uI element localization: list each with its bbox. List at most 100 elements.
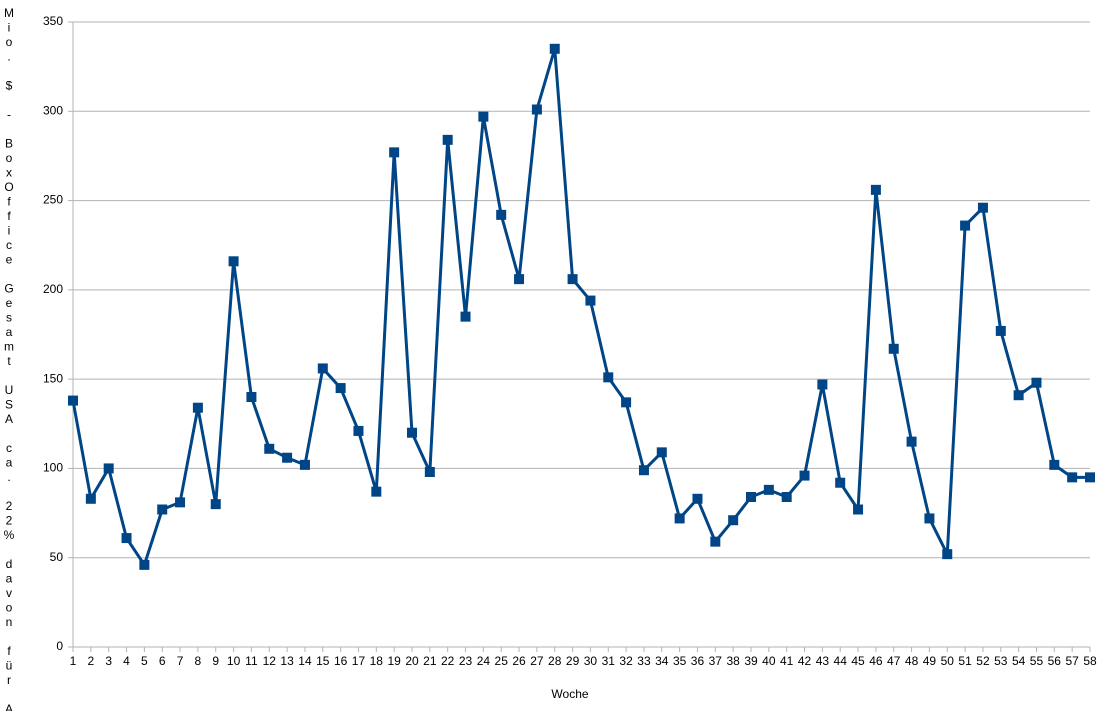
marker xyxy=(246,392,257,402)
marker xyxy=(621,397,632,408)
y-tick-label: 0 xyxy=(56,639,63,653)
x-tick-label: 23 xyxy=(459,654,473,668)
marker xyxy=(228,256,239,267)
x-tick-label: 15 xyxy=(316,654,330,668)
x-tick-label: 54 xyxy=(1012,654,1026,668)
y-tick-label: 100 xyxy=(43,461,63,475)
x-tick-label: 19 xyxy=(387,654,401,668)
marker xyxy=(407,427,417,438)
x-tick-label: 17 xyxy=(352,654,366,668)
y-axis-label: Mio. $ - BoxOffice Gesamt USA ca. 22% da… xyxy=(2,6,16,711)
marker xyxy=(781,492,792,502)
x-tick-label: 33 xyxy=(637,654,651,668)
x-tick-label: 35 xyxy=(673,654,687,668)
marker xyxy=(371,486,382,497)
y-tick-label: 300 xyxy=(43,103,63,117)
marker xyxy=(175,497,186,508)
x-tick-label: 45 xyxy=(851,654,865,668)
x-tick-label: 26 xyxy=(512,654,526,668)
marker xyxy=(514,274,525,285)
marker xyxy=(264,443,275,454)
x-tick-label: 53 xyxy=(994,654,1008,668)
marker xyxy=(728,515,739,526)
marker xyxy=(656,447,667,458)
x-tick-label: 55 xyxy=(1030,654,1044,668)
x-tick-label: 56 xyxy=(1048,654,1062,668)
x-tick-label: 28 xyxy=(548,654,562,668)
series-line xyxy=(71,47,1090,567)
marker xyxy=(335,383,346,394)
x-tick-label: 36 xyxy=(691,654,705,668)
marker xyxy=(424,467,435,477)
marker xyxy=(977,202,988,213)
x-tick-label: 58 xyxy=(1083,654,1097,668)
marker xyxy=(995,325,1006,336)
x-tick-label: 6 xyxy=(159,654,166,668)
marker xyxy=(299,459,310,470)
x-tick-label: 20 xyxy=(405,654,419,668)
marker xyxy=(1031,377,1042,388)
x-tick-label: 51 xyxy=(958,654,972,668)
marker xyxy=(531,104,542,115)
marker xyxy=(460,311,471,322)
x-tick-label: 46 xyxy=(869,654,883,668)
marker xyxy=(389,147,400,158)
x-tick-label: 43 xyxy=(816,654,830,668)
marker xyxy=(317,363,328,374)
marker xyxy=(746,492,756,502)
marker xyxy=(549,43,560,54)
x-tick-label: 7 xyxy=(177,654,184,668)
x-tick-label: 48 xyxy=(905,654,919,668)
marker xyxy=(353,425,364,436)
marker xyxy=(674,513,685,524)
x-tick-label: 21 xyxy=(423,654,437,668)
x-tick-label: 50 xyxy=(941,654,955,668)
x-tick-label: 16 xyxy=(334,654,348,668)
x-tick-label: 5 xyxy=(141,654,148,668)
x-tick-label: 2 xyxy=(87,654,94,668)
marker xyxy=(942,549,953,560)
x-tick-label: 13 xyxy=(280,654,294,668)
x-tick-label: 31 xyxy=(602,654,616,668)
x-tick-label: 10 xyxy=(227,654,241,668)
marker xyxy=(888,343,899,354)
x-tick-label: 42 xyxy=(798,654,812,668)
x-tick-label: 57 xyxy=(1065,654,1079,668)
marker xyxy=(870,184,881,195)
marker xyxy=(763,484,774,495)
marker xyxy=(139,559,150,570)
marker xyxy=(817,379,828,390)
marker xyxy=(478,111,489,122)
x-tick-label: 14 xyxy=(298,654,312,668)
x-tick-label: 4 xyxy=(123,654,130,668)
x-tick-label: 47 xyxy=(887,654,901,668)
marker xyxy=(924,513,935,524)
x-tick-label: 49 xyxy=(923,654,937,668)
marker xyxy=(692,493,703,504)
marker xyxy=(799,470,810,481)
x-tick-label: 38 xyxy=(726,654,740,668)
marker xyxy=(85,493,96,504)
marker xyxy=(603,372,614,383)
y-tick-label: 200 xyxy=(43,282,63,296)
x-axis-label: Woche xyxy=(551,687,588,701)
marker xyxy=(585,295,596,306)
x-tick-label: 32 xyxy=(619,654,633,668)
marker xyxy=(567,274,578,285)
x-tick-label: 1 xyxy=(70,654,77,668)
marker xyxy=(853,504,864,515)
x-tick-label: 40 xyxy=(762,654,776,668)
x-tick-label: 25 xyxy=(495,654,509,668)
marker xyxy=(68,395,78,406)
y-tick-label: 250 xyxy=(43,193,63,207)
marker xyxy=(442,134,453,145)
marker xyxy=(835,477,846,488)
y-tick-label: 50 xyxy=(50,550,64,564)
marker xyxy=(121,533,132,544)
x-tick-label: 22 xyxy=(441,654,455,668)
x-tick-label: 11 xyxy=(245,654,258,668)
x-tick-label: 30 xyxy=(584,654,598,668)
x-tick-label: 12 xyxy=(263,654,277,668)
marker xyxy=(960,220,971,231)
